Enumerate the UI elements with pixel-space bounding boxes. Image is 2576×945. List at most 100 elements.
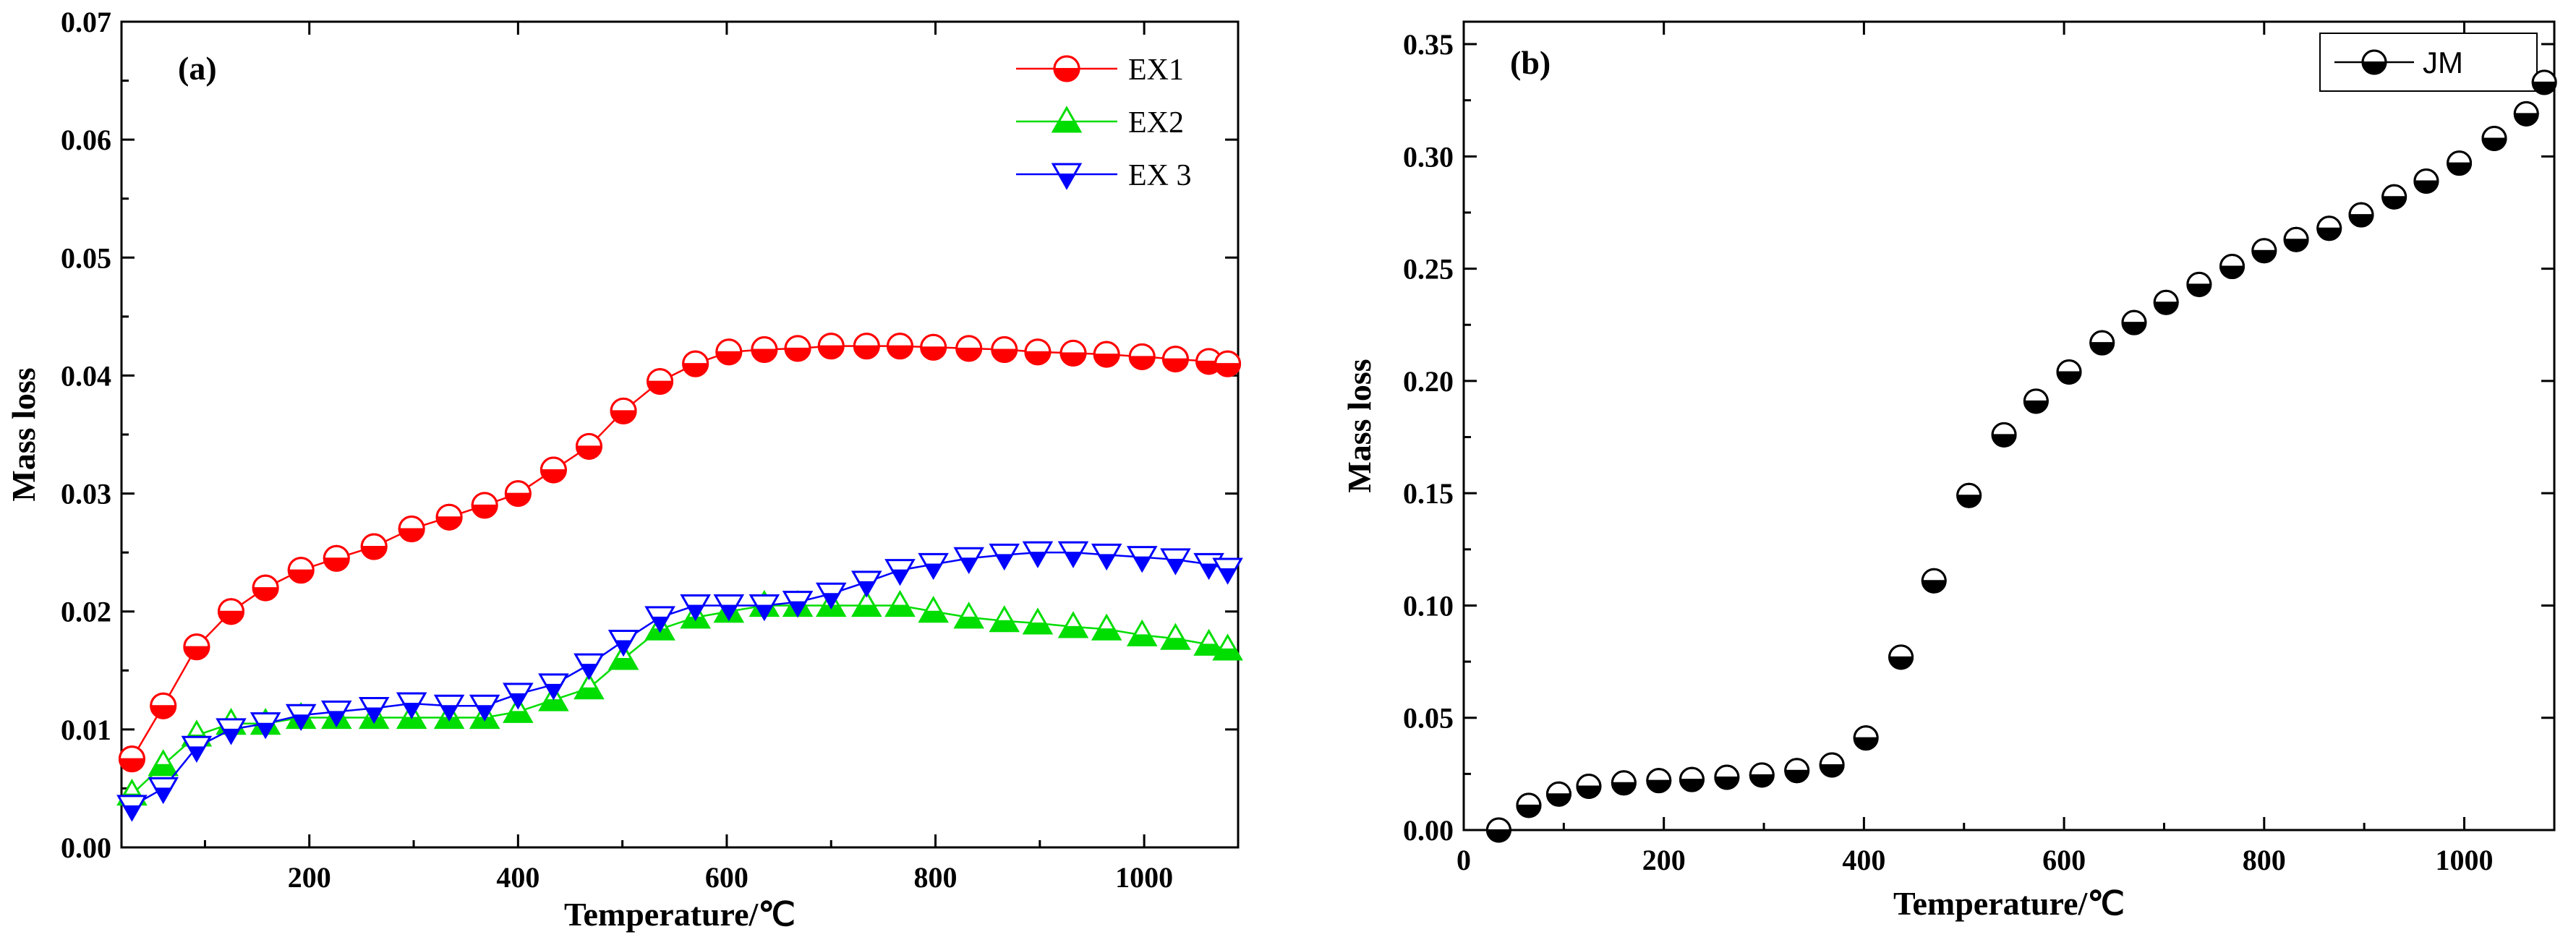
data-point (822, 593, 841, 609)
data-point-fill (887, 345, 913, 359)
data-point (645, 628, 675, 641)
data-point-fill (991, 349, 1018, 363)
legend-marker (1057, 174, 1076, 189)
data-point-fill (1060, 352, 1087, 367)
data-point-fill (119, 758, 145, 772)
x-tick-label: 800 (914, 861, 958, 894)
legend-label: EX2 (1128, 106, 1184, 140)
data-point (647, 368, 674, 395)
data-point (1679, 766, 1705, 792)
data-point (890, 569, 910, 586)
data-point (1091, 628, 1122, 641)
series-ex3 (116, 541, 1243, 822)
data-point (187, 746, 206, 762)
data-point-fill (2186, 283, 2212, 297)
data-point (435, 503, 463, 531)
data-point (857, 581, 877, 597)
data-point (754, 604, 774, 621)
legend-marker-fill (1053, 68, 1080, 82)
data-point-fill (436, 516, 463, 531)
data-point (994, 554, 1014, 570)
data-point (1853, 725, 1879, 751)
data-point (788, 601, 808, 617)
legend-marker (2361, 49, 2387, 75)
data-point-fill (785, 347, 811, 362)
data-point (1516, 792, 1542, 818)
data-point (2251, 238, 2277, 264)
data-point (475, 705, 495, 721)
data-point-fill (398, 528, 425, 542)
data-point-fill (1679, 779, 1705, 792)
data-point-fill (1784, 769, 1809, 783)
data-point (924, 563, 943, 580)
data-point (544, 683, 563, 700)
data-point (817, 333, 845, 360)
data-point-fill (1888, 656, 1914, 670)
legend-marker (1053, 55, 1080, 82)
data-point (719, 604, 738, 621)
data-point-fill (2023, 400, 2049, 414)
data-point-fill (1546, 793, 1571, 807)
data-point (853, 333, 880, 360)
x-tick-label: 1000 (2435, 844, 2493, 876)
data-point (150, 692, 177, 719)
data-point (2413, 168, 2439, 194)
chart-panel-a: 200 400 600 800 1000 0.00 0.01 0.02 0.03 0.04 0.05… (5, 6, 1243, 933)
data-point (1161, 346, 1189, 373)
data-point-fill (323, 557, 350, 572)
data-point-fill (1749, 774, 1775, 787)
data-point (1133, 556, 1152, 573)
data-point-fill (252, 587, 279, 602)
y-tick-label: 0.05 (1403, 702, 1454, 735)
legend-marker (1052, 121, 1082, 133)
data-point (402, 702, 422, 719)
data-point-fill (1992, 434, 2017, 448)
data-point (816, 604, 846, 617)
y-tick-label: 0.25 (1403, 253, 1454, 286)
data-point (148, 764, 179, 776)
series-line (131, 551, 1228, 807)
x-tick-label: 800 (2243, 844, 2286, 876)
data-point (291, 714, 311, 730)
data-point-fill (2413, 180, 2439, 194)
data-point (954, 616, 984, 628)
data-point (1921, 568, 1947, 594)
data-point (2219, 254, 2246, 280)
x-tick-label: 600 (2042, 844, 2086, 876)
x-tick-label: 200 (1642, 844, 1686, 876)
data-point (885, 604, 915, 617)
data-point (183, 633, 210, 661)
data-point-fill (647, 380, 673, 395)
data-point (1611, 770, 1637, 796)
data-point (1064, 552, 1083, 568)
y-axis-title: Mass loss (5, 367, 42, 501)
series-ex2 (116, 589, 1243, 806)
data-point (1545, 781, 1571, 807)
data-point (396, 717, 427, 729)
data-point (1023, 623, 1053, 635)
data-point (2447, 150, 2473, 176)
data-point-fill (1129, 356, 1156, 370)
y-tick-label: 0.04 (61, 359, 111, 392)
data-point-fill (576, 445, 602, 460)
data-point (579, 664, 599, 680)
data-point (1714, 764, 1740, 790)
x-tick-label: 400 (496, 861, 539, 894)
data-point (287, 557, 315, 584)
data-point-fill (682, 363, 709, 377)
data-point (364, 707, 384, 724)
data-point-fill (150, 705, 176, 719)
data-point (2186, 271, 2212, 297)
data-point-fill (2381, 196, 2407, 210)
legend-label: JM (2423, 46, 2463, 80)
data-point (715, 338, 743, 366)
x-axis-title: Temperature/℃ (564, 896, 796, 933)
data-point (2481, 125, 2507, 151)
data-point (1956, 482, 1982, 508)
y-axis-title: Mass loss (1341, 359, 1378, 492)
data-point-fill (715, 351, 742, 365)
data-point (2531, 69, 2557, 95)
data-point (1199, 563, 1219, 580)
data-point-fill (1854, 737, 1879, 751)
chart-panel-b: 0 200 400 600 800 1000 0.00 0.05 0.10 0.15 0.20 0.2… (1341, 20, 2557, 922)
